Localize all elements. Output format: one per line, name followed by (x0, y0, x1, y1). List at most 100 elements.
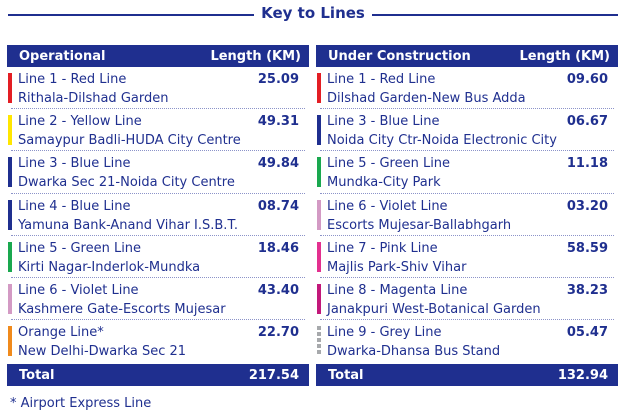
line-row: Line 2 - Yellow Line Samaypur Badli-HUDA … (7, 109, 309, 152)
line-row: Line 4 - Blue Line Yamuna Bank-Anand Viha… (7, 194, 309, 236)
line-row: Line 9 - Grey Line Dwarka-Dhansa Bus Stan… (316, 320, 618, 362)
line-color-swatch (8, 73, 12, 103)
line-color-swatch (8, 199, 12, 230)
title-rule-left (8, 14, 254, 16)
row-divider (11, 108, 305, 110)
line-length: 05.47 (566, 325, 608, 341)
title-rule-right (372, 14, 618, 16)
construction-length-header: Length (KM) (519, 48, 610, 64)
line-color-swatch (317, 73, 321, 103)
line-length: 18.46 (257, 240, 299, 256)
line-route: Escorts Mujesar-Ballabhgarh (327, 217, 512, 233)
row-divider (11, 276, 305, 278)
line-name: Line 5 - Green Line (18, 240, 142, 256)
line-route: Yamuna Bank-Anand Vihar I.S.B.T. (18, 217, 238, 233)
operational-table: Operational Length (KM) Line 1 - Red Lin… (7, 45, 309, 387)
line-length: 49.31 (257, 114, 299, 130)
line-name: Line 7 - Pink Line (327, 240, 438, 256)
line-row: Line 3 - Blue Line Noida City Ctr-Noida E… (316, 109, 618, 152)
line-length: 25.09 (257, 72, 299, 87)
line-length: 08.74 (257, 198, 299, 214)
row-divider (320, 108, 614, 110)
line-color-swatch (8, 115, 12, 146)
row-divider (320, 276, 614, 278)
row-divider (11, 150, 305, 152)
line-row: Line 5 - Green Line Mundka-City Park 11.18 (316, 151, 618, 194)
operational-total-label: Total (19, 367, 55, 383)
line-route: Samaypur Badli-HUDA City Centre (18, 133, 241, 149)
line-row: Orange Line* New Delhi-Dwarka Sec 21 22.70 (7, 320, 309, 362)
line-length: 43.40 (257, 282, 299, 298)
line-color-swatch (317, 241, 321, 272)
construction-total-value: 132.94 (557, 367, 608, 383)
key-title-section: Key to Lines (0, 0, 626, 30)
line-length: 09.60 (566, 72, 608, 87)
line-color-swatch (317, 326, 321, 357)
line-length: 22.70 (257, 325, 299, 341)
line-row: Line 3 - Blue Line Dwarka Sec 21-Noida Ci… (7, 151, 309, 194)
row-divider (320, 150, 614, 152)
line-row: Line 1 - Red Line Dilshad Garden-New Bus … (316, 67, 618, 110)
line-name: Line 3 - Blue Line (18, 156, 131, 172)
construction-table: Under Construction Length (KM) Line 1 - … (316, 45, 618, 387)
operational-total-value: 217.54 (248, 367, 299, 383)
line-route: Kirti Nagar-Inderlok-Mundka (18, 259, 201, 275)
line-row: Line 5 - Green Line Kirti Nagar-Inderlok-… (7, 236, 309, 278)
operational-total-row: Total 217.54 (7, 364, 309, 387)
construction-rows: Line 1 - Red Line Dilshad Garden-New Bus … (316, 67, 618, 362)
row-divider (11, 234, 305, 236)
line-row: Line 6 - Violet Line Escorts Mujesar-Ball… (316, 194, 618, 236)
line-name: Line 4 - Blue Line (18, 198, 131, 214)
line-route: Mundka-City Park (327, 175, 441, 191)
line-length: 11.18 (566, 156, 608, 172)
line-route: Dwarka-Dhansa Bus Stand (327, 344, 501, 360)
operational-length-header: Length (KM) (210, 48, 301, 64)
line-route: Kashmere Gate-Escorts Mujesar (18, 301, 226, 317)
page-title: Key to Lines (261, 4, 365, 22)
line-length: 06.67 (566, 114, 608, 130)
line-color-swatch (8, 241, 12, 272)
line-length: 38.23 (566, 282, 608, 298)
line-name: Line 6 - Violet Line (18, 282, 139, 298)
operational-rows: Line 1 - Red Line Rithala-Dilshad Garden 2… (7, 67, 309, 362)
row-divider (11, 192, 305, 194)
construction-header: Under Construction Length (KM) (316, 45, 618, 67)
line-color-swatch (317, 115, 321, 146)
line-route: Dilshad Garden-New Bus Adda (327, 91, 526, 106)
operational-header: Operational Length (KM) (7, 45, 309, 67)
line-route: Dwarka Sec 21-Noida City Centre (18, 175, 235, 191)
line-row: Line 6 - Violet Line Kashmere Gate-Escort… (7, 278, 309, 321)
line-name: Line 5 - Green Line (327, 156, 451, 172)
line-color-swatch (317, 199, 321, 230)
line-color-swatch (317, 157, 321, 188)
row-divider (11, 319, 305, 321)
line-color-swatch (8, 283, 12, 314)
line-length: 49.84 (257, 156, 299, 172)
operational-header-label: Operational (19, 48, 106, 64)
line-name: Line 1 - Red Line (327, 72, 436, 87)
line-name: Line 6 - Violet Line (327, 198, 448, 214)
line-name: Line 8 - Magenta Line (327, 282, 468, 298)
line-route: New Delhi-Dwarka Sec 21 (18, 344, 187, 360)
line-color-swatch (8, 157, 12, 188)
line-color-swatch (8, 326, 12, 357)
row-divider (320, 192, 614, 194)
line-name: Line 9 - Grey Line (327, 325, 442, 341)
row-divider (320, 234, 614, 236)
line-row: Line 1 - Red Line Rithala-Dilshad Garden 2… (7, 67, 309, 110)
line-route: Majlis Park-Shiv Vihar (327, 259, 467, 275)
construction-total-label: Total (328, 367, 364, 383)
line-row: Line 8 - Magenta Line Janakpuri West-Bota… (316, 278, 618, 321)
line-row: Line 7 - Pink Line Majlis Park-Shiv Vihar… (316, 236, 618, 278)
construction-total-row: Total 132.94 (316, 364, 618, 387)
line-length: 58.59 (566, 240, 608, 256)
line-length: 03.20 (566, 198, 608, 214)
line-name: Line 3 - Blue Line (327, 114, 440, 130)
airport-express-footnote: * Airport Express Line (10, 396, 152, 411)
line-name: Line 1 - Red Line (18, 72, 127, 87)
line-name: Orange Line* (18, 325, 104, 341)
line-name: Line 2 - Yellow Line (18, 114, 142, 130)
row-divider (320, 319, 614, 321)
line-route: Noida City Ctr-Noida Electronic City (327, 133, 557, 149)
line-route: Rithala-Dilshad Garden (18, 91, 169, 106)
